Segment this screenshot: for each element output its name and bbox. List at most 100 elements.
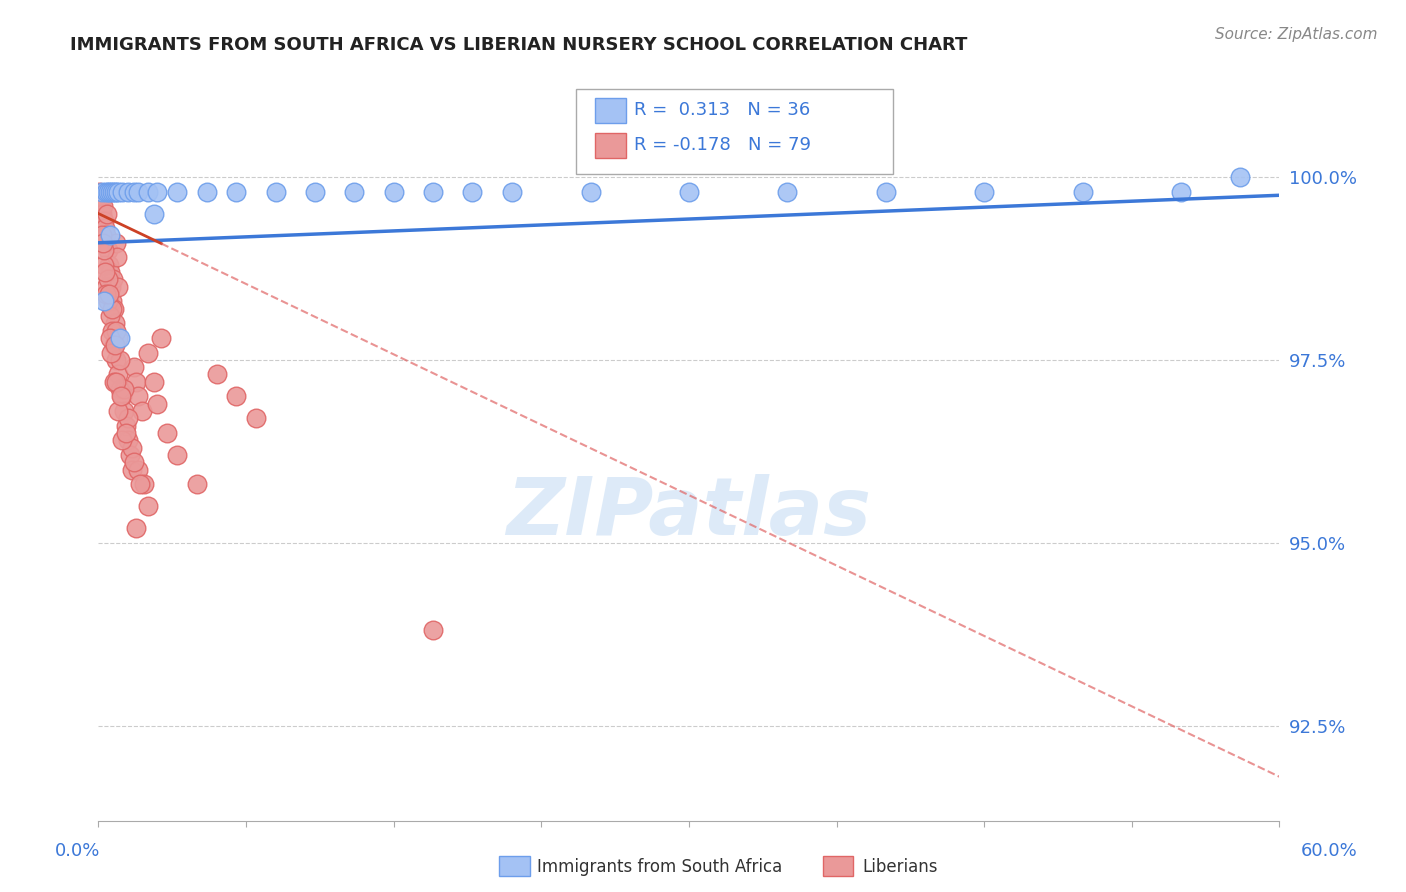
Text: ZIPatlas: ZIPatlas xyxy=(506,475,872,552)
Point xyxy=(136,345,159,359)
Point xyxy=(93,294,115,309)
Point xyxy=(96,185,118,199)
Point xyxy=(875,185,897,199)
Point xyxy=(117,434,139,448)
Point xyxy=(107,368,129,382)
Point xyxy=(225,389,247,403)
Point xyxy=(245,411,267,425)
Point xyxy=(103,185,125,199)
Point xyxy=(91,185,114,199)
Point xyxy=(105,324,128,338)
Point xyxy=(461,185,484,199)
Point xyxy=(103,375,125,389)
Text: Liberians: Liberians xyxy=(862,858,938,876)
Point xyxy=(98,331,121,345)
Point xyxy=(98,287,121,301)
Point xyxy=(150,331,173,345)
Point xyxy=(973,185,995,199)
Point xyxy=(108,331,131,345)
Point xyxy=(579,185,602,199)
Point xyxy=(115,425,138,440)
Point xyxy=(101,185,124,199)
Point xyxy=(105,375,128,389)
Point xyxy=(105,251,128,265)
Text: 0.0%: 0.0% xyxy=(55,842,100,860)
Point xyxy=(127,462,149,476)
Text: IMMIGRANTS FROM SOUTH AFRICA VS LIBERIAN NURSERY SCHOOL CORRELATION CHART: IMMIGRANTS FROM SOUTH AFRICA VS LIBERIAN… xyxy=(70,36,967,54)
Point xyxy=(304,185,326,199)
Point xyxy=(98,258,121,272)
Point xyxy=(166,185,188,199)
Point xyxy=(93,214,115,228)
Point xyxy=(166,448,188,462)
Point xyxy=(195,185,218,199)
Point xyxy=(678,185,700,199)
Point xyxy=(98,228,121,243)
Point xyxy=(93,243,115,257)
Point xyxy=(117,411,139,425)
Point xyxy=(1229,169,1251,184)
Point xyxy=(225,185,247,199)
Point xyxy=(122,185,145,199)
Point xyxy=(96,279,118,293)
Point xyxy=(107,404,129,418)
Point xyxy=(105,352,128,367)
Point xyxy=(89,192,111,206)
Point xyxy=(103,338,125,352)
Text: R =  0.313   N = 36: R = 0.313 N = 36 xyxy=(634,101,810,119)
Text: R = -0.178   N = 79: R = -0.178 N = 79 xyxy=(634,136,811,153)
Point xyxy=(776,185,799,199)
Text: Source: ZipAtlas.com: Source: ZipAtlas.com xyxy=(1215,27,1378,42)
Point xyxy=(111,434,134,448)
Point xyxy=(382,185,405,199)
Point xyxy=(121,462,143,476)
Point xyxy=(142,375,165,389)
Point xyxy=(146,397,169,411)
Point xyxy=(128,477,150,491)
Point xyxy=(93,258,115,272)
Point xyxy=(103,301,125,316)
Point xyxy=(127,185,149,199)
Point xyxy=(105,235,128,250)
Point xyxy=(264,185,287,199)
Text: 60.0%: 60.0% xyxy=(1301,842,1357,860)
Point xyxy=(127,389,149,403)
Point xyxy=(91,206,114,220)
Point xyxy=(100,345,122,359)
Point xyxy=(156,425,179,440)
Point xyxy=(97,243,120,257)
Point xyxy=(1071,185,1094,199)
Point xyxy=(112,382,135,396)
Point xyxy=(111,185,134,199)
Point xyxy=(98,265,121,279)
Point xyxy=(104,338,127,352)
Point xyxy=(101,301,124,316)
Point xyxy=(118,448,141,462)
Point xyxy=(96,228,118,243)
Point xyxy=(93,235,115,250)
Point xyxy=(94,265,117,279)
Point xyxy=(96,206,118,220)
Point xyxy=(136,185,159,199)
Point xyxy=(122,360,145,375)
Point xyxy=(422,185,444,199)
Point xyxy=(90,199,112,213)
Text: Immigrants from South Africa: Immigrants from South Africa xyxy=(537,858,782,876)
Point xyxy=(98,309,121,323)
Point xyxy=(94,221,117,235)
Point xyxy=(97,185,120,199)
Point xyxy=(205,368,228,382)
Point xyxy=(100,279,122,293)
Point xyxy=(122,455,145,469)
Point xyxy=(117,185,139,199)
Point xyxy=(101,294,124,309)
Point xyxy=(132,477,155,491)
Point xyxy=(107,331,129,345)
Point xyxy=(1170,185,1192,199)
Point xyxy=(93,199,115,213)
Point xyxy=(104,316,127,330)
Point xyxy=(422,624,444,638)
Point xyxy=(108,382,131,396)
Point xyxy=(89,185,111,199)
Point xyxy=(186,477,208,491)
